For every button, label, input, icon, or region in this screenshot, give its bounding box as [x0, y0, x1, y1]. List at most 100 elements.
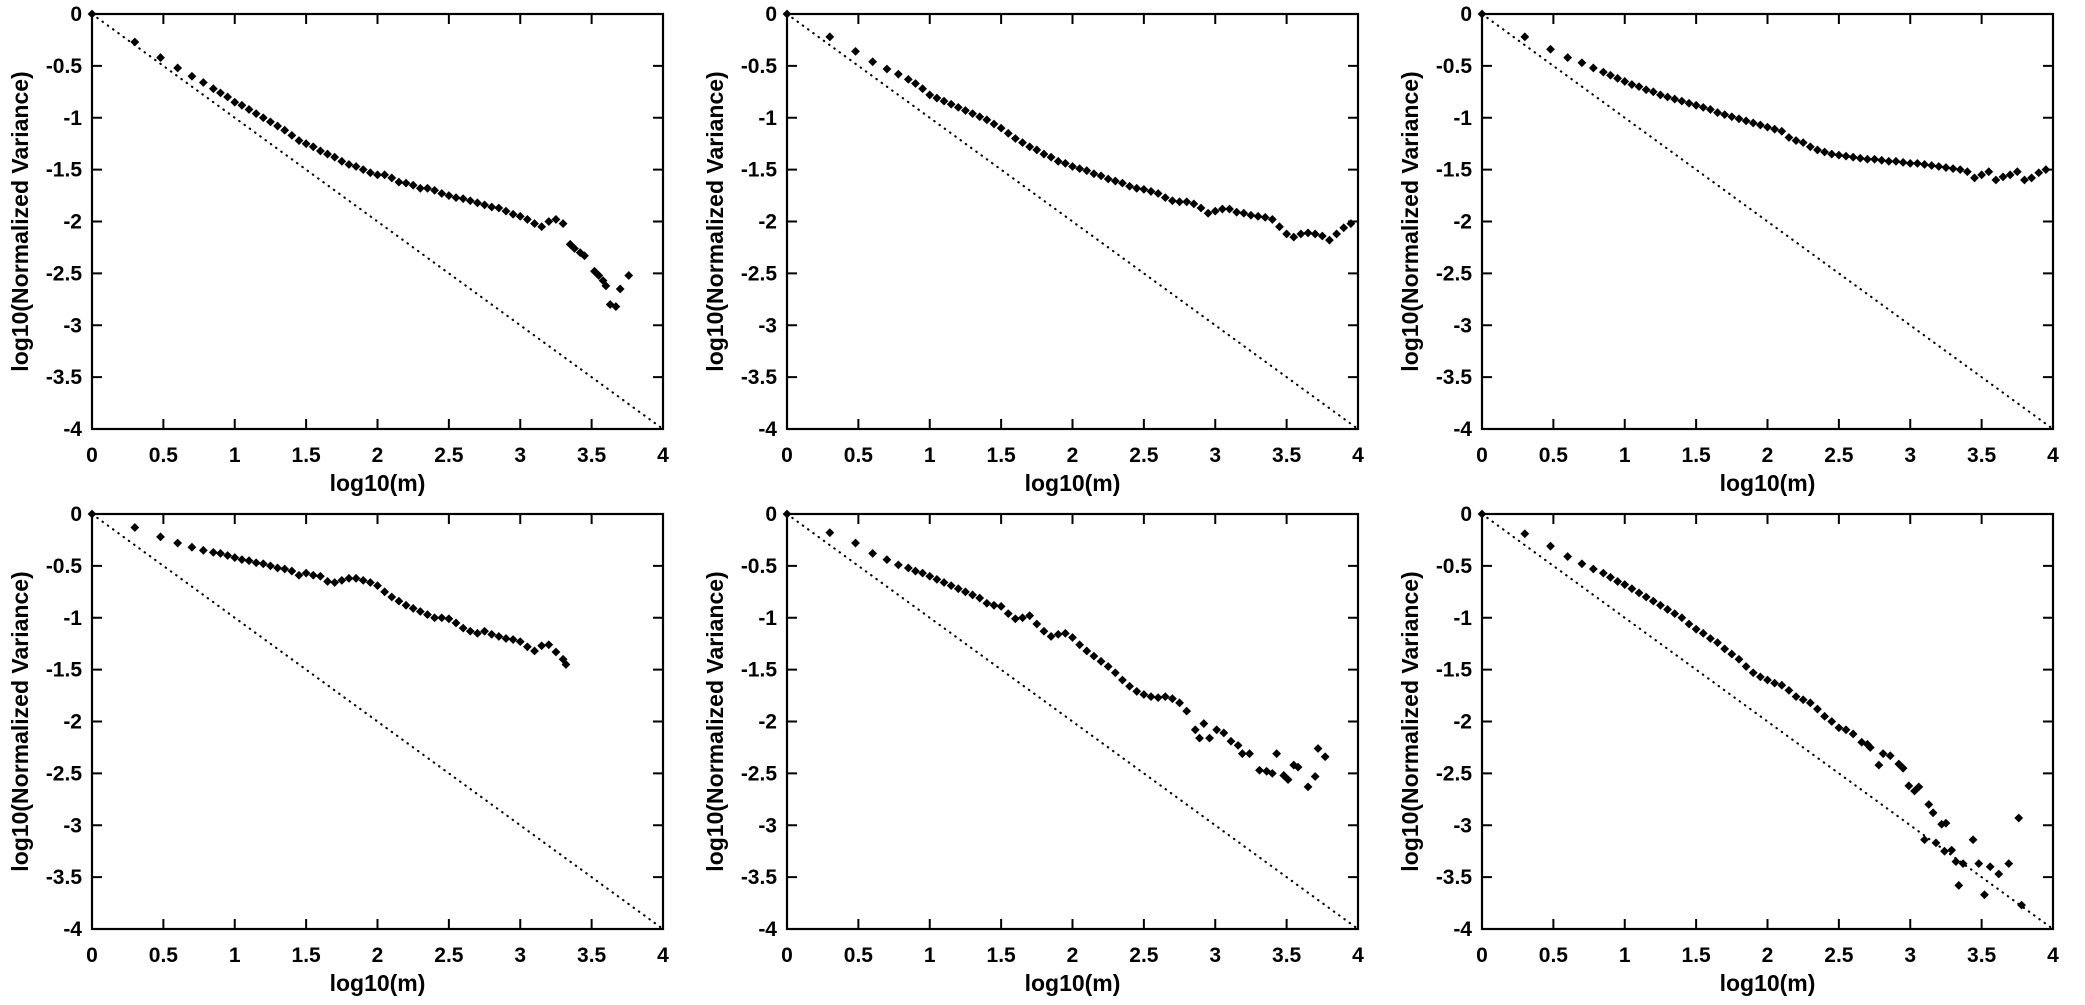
y-tick-label: -3 [63, 814, 82, 837]
data-point [1205, 733, 1214, 743]
data-point [501, 634, 511, 643]
y-tick-label: -3 [1453, 314, 1472, 337]
x-ticks [91, 514, 664, 929]
data-point [1734, 114, 1744, 124]
data-point [825, 528, 835, 538]
data-point [551, 647, 561, 657]
data-point [1941, 163, 1951, 172]
y-tick-label: -2.5 [46, 262, 83, 285]
data-point [373, 581, 382, 590]
x-tick-label: 2.5 [1129, 944, 1159, 967]
x-ticks [1481, 514, 2054, 929]
data-point [1546, 541, 1555, 551]
data-point [1962, 167, 1972, 177]
data-point [530, 646, 539, 656]
data-point [280, 564, 290, 574]
data-point [1920, 160, 1929, 169]
data-point [1620, 580, 1630, 589]
data-point [624, 271, 634, 280]
data-point [2014, 813, 2024, 823]
data-point [1325, 235, 1334, 245]
data-point [301, 139, 311, 149]
x-tick-label: 0.5 [844, 444, 874, 467]
data-point [1182, 197, 1192, 207]
data-point [1267, 215, 1277, 224]
data-point [130, 37, 140, 47]
y-tick-labels: 0 -0.5 -1 -1.5 -2 -2.5 -3 -3.5 -4 [1436, 503, 1473, 941]
data-point [1032, 619, 1042, 629]
x-tick-label: 2 [372, 944, 384, 967]
data-point [580, 251, 589, 261]
panel-bottom-middle: 0 0.5 1 1.5 2 2.5 3 3.5 4 0 -0.5 -1 -1.5 -2 -2.5 -3 -3.5… [695, 500, 1390, 1000]
data-point [1146, 187, 1156, 196]
data-point [273, 563, 282, 573]
data-point [351, 162, 361, 171]
data-point [508, 209, 518, 219]
data-point [1546, 44, 1555, 54]
data-point [1984, 167, 1994, 177]
data-point [1734, 654, 1744, 664]
data-point [1684, 619, 1694, 629]
data-point [925, 90, 935, 100]
data-point [1153, 189, 1163, 198]
x-tick-label: 3.5 [1272, 944, 1302, 967]
x-tick-label: 2 [1762, 944, 1774, 967]
vt-plot-5: 0 0.5 1 1.5 2 2.5 3 3.5 4 0 -0.5 -1 -1.5 -2 -2.5 -3 -3.5… [702, 503, 1364, 996]
data-point [932, 93, 942, 103]
data-point [358, 165, 368, 175]
data-point [1670, 609, 1680, 618]
reference-line [90, 12, 665, 431]
x-tick-label: 1 [229, 444, 241, 467]
data-point [961, 106, 970, 115]
data-point [473, 198, 482, 208]
data-point [601, 281, 611, 291]
data-point [1346, 219, 1356, 228]
x-tick-label: 3.5 [1967, 944, 1997, 967]
data-point [458, 623, 468, 633]
y-tick-label: -4 [1453, 918, 1472, 941]
y-tick-label: -1 [63, 107, 82, 130]
x-tick-label: 4 [2047, 444, 2059, 467]
data-point [487, 629, 497, 639]
data-point [394, 177, 404, 187]
data-point [2017, 900, 2026, 910]
data-point [266, 561, 275, 571]
data-point [1089, 651, 1099, 661]
reference-line [785, 12, 1360, 431]
data-point [1848, 729, 1858, 739]
data-point [415, 183, 425, 193]
data-point [1272, 749, 1282, 759]
data-point [316, 571, 325, 581]
x-tick-label: 2.5 [1129, 444, 1159, 467]
data-point [1039, 626, 1049, 636]
data-point [537, 641, 547, 651]
data-point [1313, 744, 1323, 753]
data-point [1627, 584, 1637, 594]
y-tick-label: -3 [1453, 814, 1472, 837]
data-point [996, 601, 1006, 611]
y-tick-label: -0.5 [1436, 555, 1473, 578]
data-point [1018, 613, 1027, 623]
y-ticks [787, 13, 1358, 430]
data-point [1139, 690, 1149, 699]
data-point [230, 553, 240, 562]
x-tick-label: 0 [1476, 444, 1488, 467]
y-tick-label: -2.5 [46, 762, 83, 785]
y-axis-label: log10(Normalized Variance) [1397, 571, 1423, 871]
data-point [1245, 749, 1254, 759]
data-point [1320, 752, 1330, 762]
data-point [1684, 98, 1694, 108]
panel-top-middle: 0 0.5 1 1.5 2 2.5 3 3.5 4 0 -0.5 -1 -1.5 -2 -2.5 -3 -3.5… [695, 0, 1390, 500]
data-point [989, 119, 999, 129]
data-point [893, 69, 903, 79]
x-tick-labels: 0 0.5 1 1.5 2 2.5 3 3.5 4 [781, 444, 1364, 467]
data-point [1003, 609, 1013, 618]
data-point [1670, 94, 1680, 104]
data-point [316, 146, 325, 156]
data-point [961, 587, 970, 597]
x-tick-label: 3 [1904, 944, 1916, 967]
data-point [1332, 229, 1341, 239]
data-point [1310, 229, 1320, 239]
data-point [1189, 199, 1199, 209]
y-tick-label: -3.5 [1436, 866, 1473, 889]
